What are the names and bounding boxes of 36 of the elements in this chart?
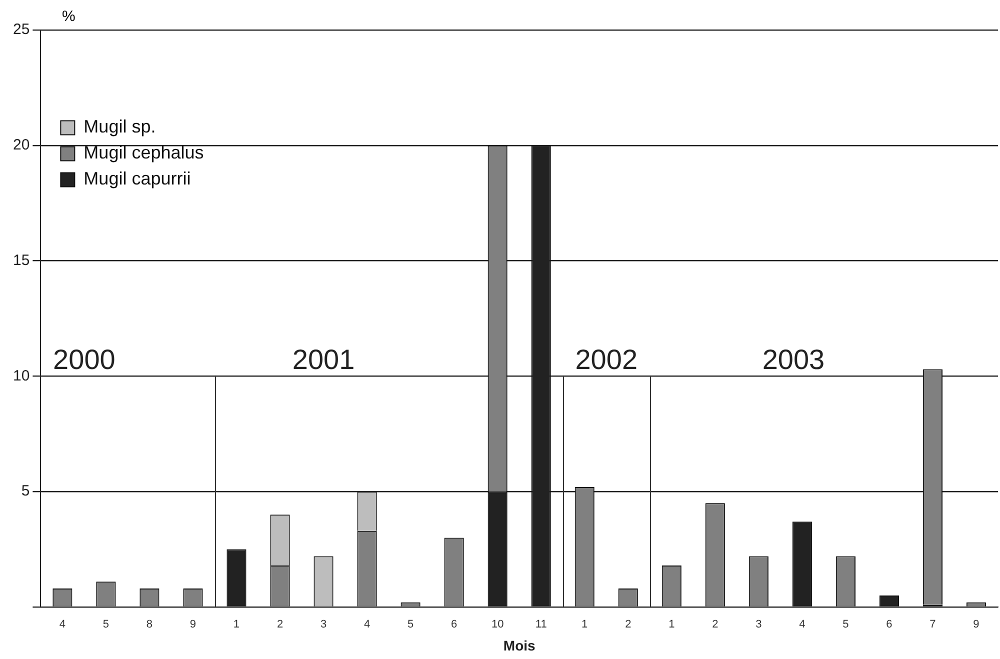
- x-tick-label: 5: [842, 618, 849, 631]
- legend-label: Mugil cephalus: [84, 142, 204, 163]
- x-tick-label: 4: [59, 618, 66, 631]
- annotation: 2002: [575, 344, 638, 375]
- y-tick-label: 10: [12, 367, 30, 384]
- x-axis-title: Mois: [503, 637, 536, 654]
- y-tick-label: 20: [12, 136, 30, 154]
- x-tick-label: 1: [233, 618, 240, 631]
- y-tick-label: 25: [12, 21, 30, 38]
- x-tick-label: 6: [886, 618, 892, 631]
- x-tick-label: 1: [582, 618, 588, 631]
- x-tick-label: 10: [491, 618, 504, 631]
- x-tick-label: 8: [146, 618, 153, 631]
- y-axis-title: %: [62, 8, 76, 25]
- x-tick-label: 1: [668, 618, 675, 631]
- x-tick-label: 3: [756, 618, 762, 631]
- x-tick-label: 3: [320, 618, 327, 631]
- legend-label: Mugil capurrii: [84, 168, 191, 189]
- y-tick-label: 15: [12, 252, 30, 269]
- x-tick-label: 7: [930, 618, 936, 631]
- annotation: 2000: [53, 344, 116, 375]
- legend-label: Mugil sp.: [84, 116, 156, 137]
- x-tick-label: 5: [407, 618, 414, 631]
- annotation: 2001: [292, 344, 355, 375]
- x-tick-label: 4: [364, 618, 370, 631]
- x-tick-label: 2: [625, 618, 632, 631]
- y-tick-label: 5: [21, 482, 30, 500]
- x-tick-label: 5: [102, 618, 110, 631]
- x-tick-label: 6: [451, 618, 458, 631]
- x-tick-label: 9: [190, 618, 196, 631]
- x-tick-label: 4: [799, 618, 806, 631]
- x-tick-label: 2: [712, 618, 718, 631]
- annotation: 2003: [762, 344, 825, 375]
- x-tick-label: 9: [973, 618, 980, 631]
- x-tick-label: 2: [276, 618, 284, 631]
- x-tick-label: 11: [535, 618, 547, 631]
